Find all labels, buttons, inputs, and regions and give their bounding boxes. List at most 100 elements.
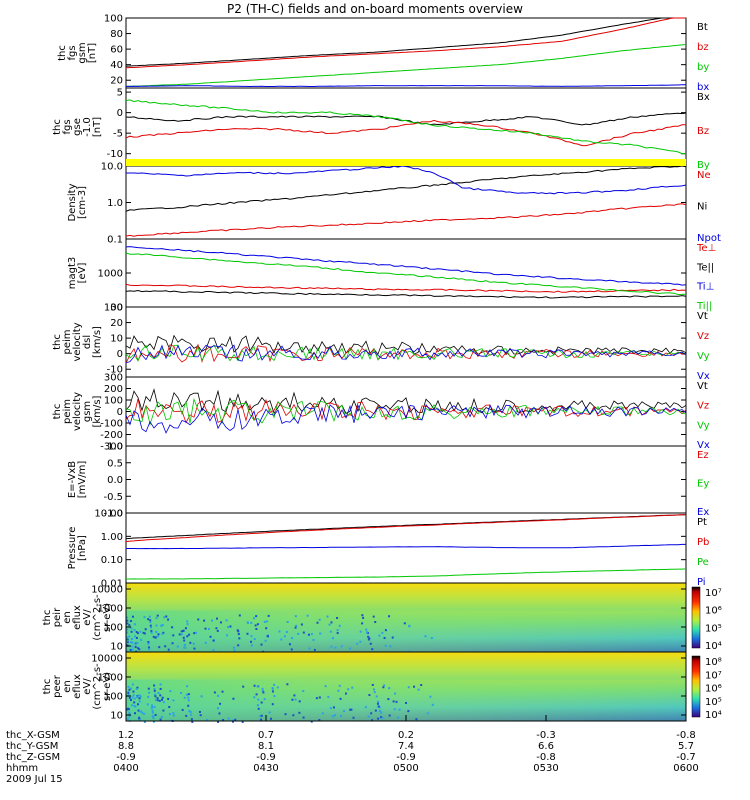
y-label-line: peir (52, 607, 63, 627)
heatmap-pixel (262, 691, 265, 694)
heatmap-pixel (193, 632, 196, 635)
heatmap-pixel (221, 690, 224, 693)
heatmap-pixel (204, 627, 207, 630)
series-bz (125, 17, 686, 69)
heatmap-pixel (246, 632, 249, 635)
x-row-value: 7.4 (398, 741, 414, 752)
heatmap-pixel (135, 636, 138, 639)
heatmap-pixel (260, 701, 263, 704)
series-Pi (126, 543, 686, 550)
legend-Pe: Pe (697, 557, 709, 568)
x-row-label: thc_Y-GSM (6, 741, 58, 752)
heatmap-pixel (141, 711, 144, 714)
legend-By: By (697, 160, 710, 171)
heatmap-pixel (408, 650, 411, 653)
x-row-label: thc_Z-GSM (6, 752, 60, 763)
heatmap-pixel (159, 687, 162, 690)
heatmap-pixel (261, 687, 264, 690)
heatmap-pixel (129, 620, 132, 623)
x-row-value: 0500 (393, 763, 418, 774)
y-label-line: thc (57, 45, 68, 61)
heatmap-pixel (218, 712, 221, 715)
heatmap-pixel (405, 701, 408, 704)
legend-Vz: Vz (697, 401, 709, 412)
y-label-line: -1.0 (82, 117, 93, 137)
heatmap-pixel (152, 715, 155, 718)
heatmap-pixel (128, 715, 131, 718)
heatmap-pixel (155, 617, 158, 620)
heatmap-pixel (226, 634, 229, 637)
heatmap-pixel (129, 641, 132, 644)
heatmap-pixel (376, 702, 379, 705)
heatmap-pixel (191, 720, 194, 723)
heatmap-pixel (185, 714, 188, 717)
heatmap-pixel (167, 618, 170, 621)
heatmap-pixel (154, 695, 157, 698)
legend-Vy: Vy (697, 420, 710, 431)
heatmap-pixel (189, 641, 192, 644)
heatmap-pixel (184, 646, 187, 649)
heatmap-pixel (151, 706, 154, 709)
y-tick-label: -200 (100, 430, 123, 441)
heatmap-pixel (264, 639, 267, 642)
heatmap-pixel (255, 693, 258, 696)
heatmap-pixel (420, 684, 423, 687)
heatmap-overlay (126, 610, 686, 652)
y-label-line: (cm^2-s- (92, 594, 103, 641)
heatmap-pixel (388, 687, 391, 690)
x-row-value: 0600 (673, 763, 698, 774)
heatmap-pixel (130, 687, 133, 690)
heatmap-pixel (337, 689, 340, 692)
heatmap-pixel (168, 706, 171, 709)
heatmap-pixel (180, 630, 183, 633)
colorbar (691, 655, 701, 718)
heatmap-pixel (156, 635, 159, 638)
heatmap-pixel (234, 718, 237, 721)
legend-Vt: Vt (697, 381, 708, 392)
legend-Npot: Npot (697, 233, 721, 244)
heatmap-pixel (344, 692, 347, 695)
heatmap-pixel (126, 636, 129, 639)
heatmap-pixel (356, 642, 359, 645)
heatmap-pixel (136, 641, 139, 644)
heatmap-pixel (324, 685, 327, 688)
heatmap-pixel (149, 624, 152, 627)
y-tick-label: -0.5 (103, 492, 123, 503)
y-label-line: [nT] (92, 117, 103, 137)
heatmap-pixel (206, 718, 209, 721)
heatmap-pixel (162, 631, 165, 634)
heatmap-pixel (367, 638, 370, 641)
x-row-value: -0.7 (676, 752, 696, 763)
panel-frame (125, 376, 687, 447)
heatmap-pixel (302, 716, 305, 719)
heatmap-pixel (336, 629, 339, 632)
heatmap-pixel (391, 636, 394, 639)
heatmap-pixel (136, 696, 139, 699)
heatmap-pixel (138, 717, 141, 720)
y-label-line: gse (72, 118, 83, 136)
y-axis-label: thc peim velocity dsl [km/s] (52, 322, 103, 361)
heatmap-pixel (158, 646, 161, 649)
heatmap-pixel (227, 626, 230, 629)
heatmap-pixel (250, 621, 253, 624)
heatmap-pixel (216, 629, 219, 632)
x-row-value: -0.9 (396, 752, 416, 763)
heatmap-pixel (377, 717, 380, 720)
legend-bx: bx (697, 82, 709, 93)
heatmap-pixel (393, 692, 396, 695)
heatmap-pixel (171, 626, 174, 629)
heatmap-pixel (238, 614, 241, 617)
heatmap-pixel (143, 616, 146, 619)
heatmap-pixel (330, 645, 333, 648)
heatmap-pixel (382, 686, 385, 689)
heatmap-pixel (328, 623, 331, 626)
y-label-line: thc (52, 334, 63, 350)
heatmap-pixel (160, 624, 163, 627)
heatmap-pixel (378, 634, 381, 637)
heatmap-pixel (163, 616, 166, 619)
y-label-line: velocity (72, 322, 83, 361)
y-label-line: gsm (77, 42, 88, 63)
series-Ne (125, 203, 687, 237)
legend-Vy: Vy (697, 351, 710, 362)
heatmap-pixel (361, 622, 364, 625)
